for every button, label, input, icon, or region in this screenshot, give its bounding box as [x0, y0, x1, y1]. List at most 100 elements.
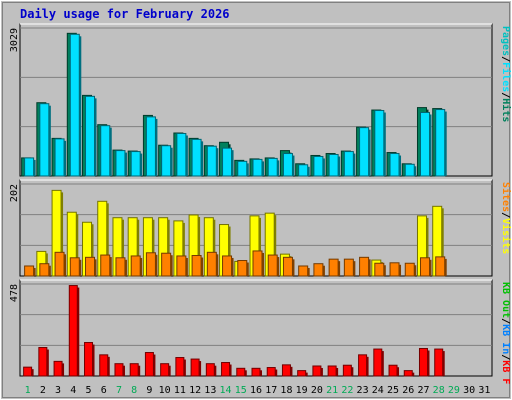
x-tick-label-5: 5	[86, 385, 92, 396]
bar-kb-f-day-11	[175, 357, 185, 377]
bar-kb-f-day-20	[312, 365, 322, 377]
x-tick-label-22: 22	[341, 385, 353, 396]
bar-shadow	[368, 129, 371, 176]
bar-files-day-17	[267, 157, 278, 177]
bar-shadow	[185, 257, 188, 276]
panel-hits-files-pages: 3029 Pages/Files/Hits	[9, 23, 512, 177]
x-tick-label-10: 10	[159, 385, 171, 396]
bar-shadow	[170, 147, 173, 176]
x-tick-label-2: 2	[40, 385, 46, 396]
x-tick-label-18: 18	[280, 385, 292, 396]
bar-shadow	[155, 118, 158, 176]
x-tick-label-24: 24	[372, 385, 384, 396]
bar-shadow	[307, 267, 310, 276]
bar-sites-day-24	[374, 262, 385, 277]
bar-shadow	[137, 219, 140, 276]
bar-shadow	[216, 148, 219, 176]
bar-shadow	[274, 215, 277, 276]
bar-shadow	[33, 267, 36, 276]
bar-kb-f-day-6	[99, 354, 109, 377]
bar-shadow	[199, 361, 202, 376]
bar-sites-day-23	[359, 256, 370, 277]
bar-shadow	[92, 344, 95, 376]
bar-shadow	[201, 257, 204, 276]
bar-shadow	[33, 159, 36, 176]
bar-sites-day-25	[389, 262, 400, 277]
bar-shadow	[216, 254, 219, 276]
bar-shadow	[64, 254, 67, 276]
bar-files-day-26	[404, 163, 415, 177]
bar-shadow	[122, 365, 125, 376]
bar-sites-day-4	[69, 257, 80, 277]
bar-shadow	[201, 141, 204, 176]
bar-sites-day-27	[419, 257, 430, 277]
bar-shadow	[275, 369, 278, 376]
x-tick-label-26: 26	[402, 385, 414, 396]
x-tick-label-9: 9	[146, 385, 152, 396]
bar-shadow	[107, 356, 110, 376]
bar-files-day-10	[161, 145, 172, 177]
bar-shadow	[366, 356, 369, 376]
bar-kb-f-day-10	[160, 363, 170, 377]
bar-shadow	[277, 257, 280, 276]
bar-shadow	[353, 153, 356, 176]
bar-files-day-14	[222, 147, 233, 177]
bar-files-day-9	[145, 116, 156, 177]
bar-sites-day-19	[298, 265, 309, 277]
bar-shadow	[244, 370, 247, 376]
bar-sites-day-3	[54, 251, 65, 277]
legend-kb-f: KB F	[500, 360, 511, 384]
y-max-label: 202	[9, 184, 20, 202]
bar-shadow	[94, 98, 97, 176]
x-tick-label-19: 19	[296, 385, 308, 396]
chart-title: Daily usage for February 2026	[20, 7, 230, 21]
bar-shadow	[231, 150, 234, 176]
bar-shadow	[183, 359, 186, 376]
bar-files-day-5	[85, 95, 96, 177]
bar-sites-day-21	[328, 258, 339, 277]
bar-shadow	[228, 226, 231, 276]
bar-kb-f-day-3	[53, 360, 63, 377]
bar-shadow	[262, 161, 264, 176]
bar-sites-day-6	[100, 254, 111, 277]
bar-shadow	[441, 208, 444, 276]
bar-shadow	[48, 105, 51, 176]
bar-kb-f-day-14	[221, 362, 231, 377]
x-tick-label-11: 11	[174, 385, 186, 396]
x-tick-label-13: 13	[204, 385, 216, 396]
y-max-label: 3029	[9, 28, 20, 52]
bar-shadow	[426, 217, 429, 276]
bar-shadow	[320, 367, 323, 376]
bar-shadow	[168, 365, 171, 376]
bar-kb-f-day-13	[205, 363, 215, 377]
bar-kb-f-day-28	[434, 348, 444, 377]
bar-shadow	[336, 367, 339, 376]
bar-kb-f-day-5	[84, 342, 94, 377]
bar-sites-day-22	[343, 258, 354, 277]
legend-separator: /	[500, 56, 511, 62]
legend-kb-out: KB Out	[500, 282, 511, 318]
legend-files: Files	[500, 62, 512, 92]
legend-pages: Pages	[500, 26, 511, 56]
bar-sites-day-28	[435, 256, 446, 277]
bar-shadow	[106, 203, 109, 276]
bar-kb-f-day-9	[144, 352, 154, 377]
bar-shadow	[140, 153, 143, 176]
legend-separator: /	[500, 212, 511, 218]
bar-files-day-7	[115, 150, 126, 177]
bar-shadow	[152, 219, 155, 276]
bar-shadow	[322, 265, 325, 276]
bar-sites-day-2	[39, 263, 50, 277]
bar-sites-day-9	[145, 252, 156, 277]
bar-shadow	[182, 222, 185, 276]
bar-shadow	[259, 217, 261, 276]
bar-kb-f-day-17	[266, 367, 276, 377]
panel-kbytes: 478 KB Out/KB In/KB F	[9, 279, 511, 384]
bar-shadow	[429, 259, 432, 276]
bar-kb-f-day-4	[68, 285, 78, 377]
bar-shadow	[292, 259, 295, 276]
bar-shadow	[353, 261, 356, 276]
bar-kb-f-day-15	[236, 367, 246, 377]
bar-files-day-24	[374, 110, 385, 177]
